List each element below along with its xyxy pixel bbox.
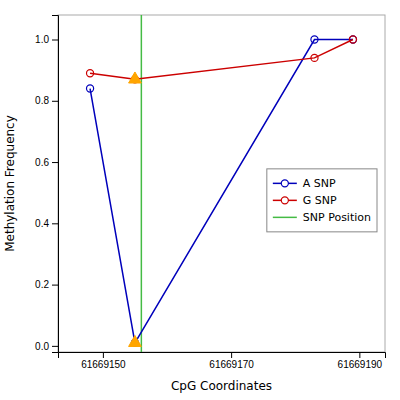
legend-label: SNP Position	[303, 211, 371, 224]
y-tick-mark	[52, 162, 58, 163]
highlight-marker	[129, 335, 142, 346]
series-marker	[311, 36, 318, 43]
legend-label: G SNP	[303, 194, 337, 207]
y-tick-mark	[52, 346, 58, 347]
marks	[86, 15, 356, 352]
y-tick-label: 0.8	[35, 95, 49, 106]
series-marker	[86, 70, 93, 77]
vline	[141, 15, 143, 352]
y-tick: 0.4	[35, 218, 58, 229]
y-tick-mark	[52, 40, 58, 41]
legend-swatch	[273, 217, 297, 219]
x-tick-mark	[359, 352, 360, 358]
series-line	[90, 40, 353, 80]
x-tick-label: 61669150	[81, 359, 126, 370]
x-tick: 61669150	[81, 352, 126, 370]
x-tick-label: 61669170	[209, 359, 254, 370]
y-tick: 1.0	[35, 34, 58, 45]
y-axis-title: Methylation Frequency	[3, 115, 17, 252]
y-tick-label: 0.0	[35, 341, 49, 352]
y-tick-mark	[52, 223, 58, 224]
x-tick-label: 61669190	[338, 359, 383, 370]
x-tick: 61669170	[209, 352, 254, 370]
legend-label: A SNP	[303, 177, 336, 190]
plot: 61669150 61669170 61669190 0.0 0.2 0.4 0.6 0.8 1…	[3, 15, 386, 393]
y-tick: 0.6	[35, 157, 58, 168]
y-tick: 0.8	[35, 95, 58, 106]
x-axis-line	[59, 353, 386, 359]
x-axis: 61669150 61669170 61669190	[59, 352, 386, 370]
series-marker	[86, 85, 93, 92]
x-tick-mark	[103, 352, 104, 358]
y-axis-line	[52, 16, 59, 353]
y-axis: 0.0 0.2 0.4 0.6 0.8 1.0	[35, 16, 58, 353]
legend-box	[267, 169, 377, 232]
x-axis-title: CpG Coordinates	[171, 379, 272, 393]
y-tick: 0.0	[35, 341, 58, 352]
x-tick-mark	[231, 352, 232, 358]
y-tick-label: 0.2	[35, 279, 49, 290]
legend: A SNP G SNP SNP Position	[267, 169, 377, 232]
y-tick: 0.2	[35, 279, 58, 290]
y-tick-label: 1.0	[35, 34, 49, 45]
y-tick-mark	[52, 285, 58, 286]
series-marker	[349, 36, 356, 43]
series-marker	[349, 36, 356, 43]
series-marker	[311, 54, 318, 61]
y-tick-mark	[52, 101, 58, 102]
chart: 61669150 61669170 61669190 0.0 0.2 0.4 0.6 0.8 1…	[0, 0, 400, 400]
legend-marker	[281, 197, 288, 204]
highlight-marker	[129, 72, 142, 83]
legend-marker	[281, 180, 288, 187]
plot-frame	[58, 15, 385, 352]
y-tick-label: 0.4	[35, 218, 49, 229]
x-tick: 61669190	[338, 352, 383, 370]
y-tick-label: 0.6	[35, 157, 49, 168]
